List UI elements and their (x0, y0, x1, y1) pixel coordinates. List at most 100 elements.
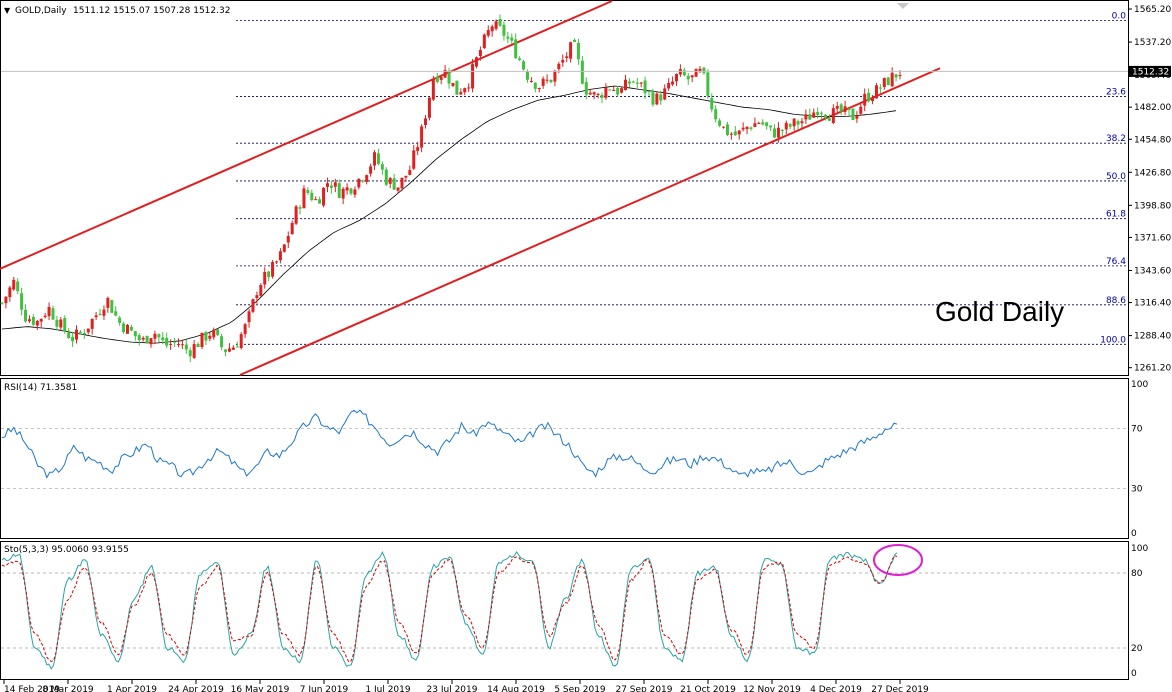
candle-body (871, 98, 875, 101)
candle-body (424, 118, 428, 126)
menu-arrow-icon[interactable]: ▼ (4, 6, 11, 15)
candle-body (180, 344, 184, 346)
candle-body (133, 331, 137, 337)
rsi-series (1, 409, 1128, 489)
candle-body (341, 188, 345, 199)
candle-body (294, 206, 298, 224)
candle-body (835, 106, 839, 109)
stoch-highlight-circle (873, 544, 923, 576)
candle-body (82, 333, 86, 335)
candle-body (349, 188, 353, 194)
fib-label: 0.0 (1112, 11, 1127, 21)
candle-body (667, 82, 671, 89)
candle-body (12, 279, 16, 290)
price-tick-label: 1316.40 (1134, 299, 1171, 309)
candle-body (894, 74, 898, 78)
candle-body (396, 187, 400, 191)
candle-body (529, 81, 533, 83)
candle-body (357, 178, 361, 188)
stochastic-panel[interactable]: Sto(5,3,3) 95.0060 93.9155 100 80 20 0 (0, 541, 1149, 680)
candle-body (694, 69, 698, 77)
candle-body (820, 112, 824, 114)
fib-label: 76.4 (1106, 257, 1126, 267)
candle-body (706, 72, 710, 96)
candle-body (702, 67, 706, 73)
candle-body (741, 127, 745, 130)
candle-body (63, 317, 67, 332)
candle-body (624, 79, 628, 91)
candle-body (204, 332, 208, 341)
time-tick-label: 7 Jun 2019 (300, 685, 349, 692)
candle-body (663, 88, 667, 100)
candle-body (114, 311, 118, 316)
candle-body (812, 112, 816, 118)
scroll-marker-icon[interactable] (897, 3, 909, 9)
candle-body (474, 57, 478, 67)
candle-body (31, 316, 35, 325)
candle-body (451, 83, 455, 86)
candle-body (75, 329, 79, 340)
candle-body (412, 150, 416, 169)
candle-body (173, 341, 177, 343)
candle-body (890, 72, 894, 87)
candle-body (337, 183, 341, 198)
candle-body (722, 126, 726, 128)
candle-body (20, 293, 24, 310)
candle-body (580, 60, 584, 84)
candle-body (518, 58, 522, 61)
candle-body (510, 37, 514, 41)
candle-body (565, 56, 569, 59)
price-channel (0, 0, 941, 376)
candle-body (463, 88, 467, 93)
candle-body (141, 337, 145, 340)
candle-body (690, 75, 694, 78)
candle-body (753, 123, 757, 128)
annotation-title: Gold Daily (935, 296, 1064, 327)
candle-body (59, 319, 63, 328)
candle-body (137, 335, 141, 341)
candle-body (98, 314, 102, 316)
candle-body (843, 106, 847, 112)
fib-label: 23.6 (1106, 88, 1126, 98)
candle-body (208, 335, 212, 339)
candle-body (596, 94, 600, 96)
rsi-tick-label: 0 (1131, 529, 1137, 539)
candle-body (243, 324, 247, 335)
candle-body (502, 24, 506, 36)
price-tick-label: 1398.80 (1134, 201, 1171, 211)
candle-body (459, 92, 463, 95)
candle-body (784, 122, 788, 130)
candle-body (627, 81, 631, 84)
candle-body (651, 92, 655, 105)
candle-body (216, 329, 220, 336)
stoch-signal-line (1, 555, 898, 663)
candle-body (867, 92, 871, 102)
candle-body (400, 177, 404, 189)
candle-body (353, 189, 357, 195)
candle-body (427, 97, 431, 118)
candle-body (471, 64, 475, 89)
candle-body (882, 77, 886, 88)
candle-body (290, 222, 294, 235)
candle-body (808, 114, 812, 120)
rsi-panel[interactable]: RSI(14) 71.3581 100 70 30 0 (0, 378, 1149, 540)
candle-body (714, 109, 718, 120)
main-price-panel[interactable]: 0.0 23.6 38.2 50.0 61.8 76.4 88.6 100.0 ▼ GOLD,… (0, 0, 1171, 376)
candle-body (239, 334, 243, 349)
candle-body (39, 318, 43, 322)
candle-body (169, 343, 173, 345)
candle-body (227, 348, 231, 352)
candle-body (153, 333, 157, 339)
candle-body (592, 92, 596, 95)
candle-body (733, 131, 737, 136)
candle-body (839, 104, 843, 112)
candle-body (90, 318, 94, 329)
candle-body (725, 124, 729, 135)
candle-body (608, 89, 612, 91)
candle-body (220, 336, 224, 348)
stochastic-series (1, 550, 1128, 671)
candle-body (647, 91, 651, 93)
candle-body (8, 287, 12, 298)
candle-body (157, 334, 161, 338)
